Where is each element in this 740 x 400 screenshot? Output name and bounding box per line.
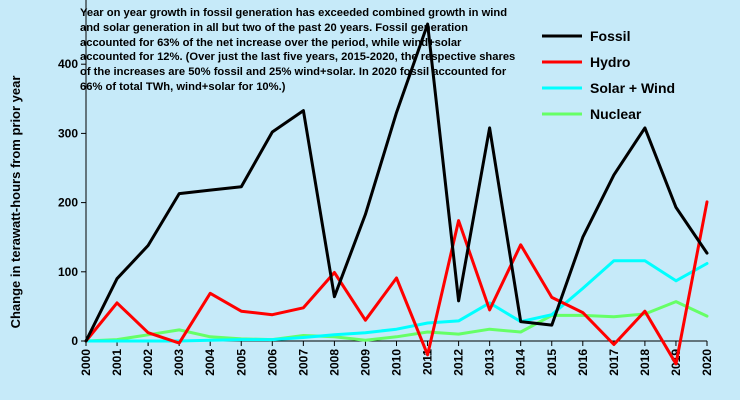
x-tick-label: 2005 [234, 349, 248, 376]
legend-label-solar-wind: Solar + Wind [590, 80, 675, 96]
legend-label-fossil: Fossil [590, 28, 630, 44]
axes: 0 100 200 300 400 500 2000 2001 2002 2003 2004 2005… [58, 0, 714, 376]
x-tick-label: 2007 [296, 349, 310, 376]
x-tick-label: 2020 [700, 349, 714, 376]
x-tick-label: 2011 [421, 349, 435, 375]
x-tick-label: 2008 [327, 349, 341, 376]
series-layer [84, 22, 709, 366]
x-tick-label: 2006 [265, 349, 279, 376]
legend-label-hydro: Hydro [590, 54, 630, 70]
x-tick-label: 2017 [607, 349, 621, 376]
x-tick-label: 2013 [483, 349, 497, 376]
x-tick-label: 2016 [576, 349, 590, 376]
y-tick-label: 400 [58, 57, 78, 71]
x-tick-label: 2002 [141, 349, 155, 376]
x-tick-label: 2018 [638, 349, 652, 376]
x-tick-label: 2004 [203, 349, 217, 376]
series-line-hydro [84, 200, 709, 366]
y-tick-label: 100 [58, 265, 78, 279]
y-tick-label: 200 [58, 196, 78, 210]
series-line-fossil [84, 22, 709, 343]
y-tick-label: 0 [71, 334, 78, 348]
x-tick-label: 2015 [545, 349, 559, 376]
legend-label-nuclear: Nuclear [590, 106, 642, 122]
x-tick-label: 2010 [390, 349, 404, 376]
y-tick-label: 500 [58, 0, 78, 2]
x-tick-label: 2014 [514, 349, 528, 376]
series-line-nuclear [84, 300, 709, 343]
y-tick-label: 300 [58, 126, 78, 140]
x-tick-label: 2003 [172, 349, 186, 376]
series-line-solar-wind [84, 259, 709, 343]
x-tick-label: 2000 [79, 349, 93, 376]
x-tick-label: 2009 [358, 349, 372, 376]
x-tick-label: 2001 [110, 349, 124, 376]
y-axis-title: Change in terawatt-hours from prior year [8, 76, 23, 329]
legend: Fossil Hydro Solar + Wind Nuclear [542, 28, 675, 122]
chart-annotation: Year on year growth in fossil generation… [80, 7, 516, 93]
x-tick-label: 2012 [452, 349, 466, 376]
